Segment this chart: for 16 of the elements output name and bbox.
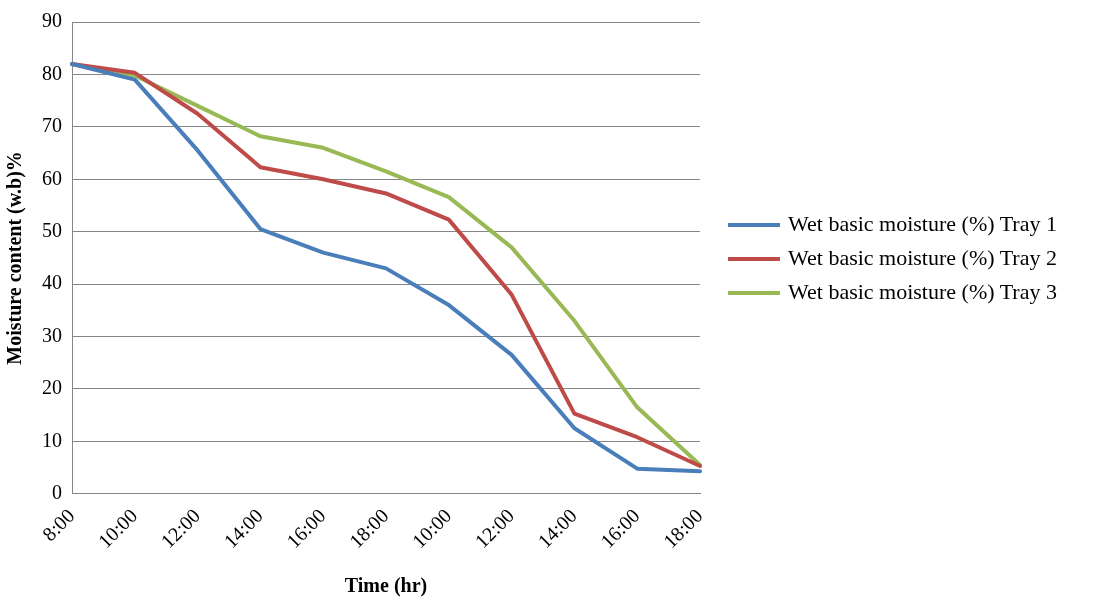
legend-label: Wet basic moisture (%) Tray 3 [788, 278, 1058, 306]
y-axis-title: Moisture content (w.b)% [3, 151, 27, 365]
y-tick-label: 80 [42, 61, 62, 84]
y-tick-label: 40 [42, 271, 62, 294]
y-tick-label: 10 [42, 428, 62, 451]
x-axis-title: Time (hr) [344, 574, 428, 598]
y-tick-label: 50 [42, 218, 62, 241]
y-tick-label: 70 [42, 114, 62, 137]
y-tick-label: 20 [42, 376, 62, 399]
y-tick-label: 0 [52, 481, 62, 504]
y-tick-label: 30 [42, 323, 62, 346]
y-tick-label: 60 [42, 166, 62, 189]
legend-label: Wet basic moisture (%) Tray 1 [788, 210, 1058, 238]
x-tick-label: 8:00 [37, 504, 79, 545]
y-tick-label: 90 [42, 9, 62, 32]
legend-label: Wet basic moisture (%) Tray 2 [788, 244, 1058, 272]
